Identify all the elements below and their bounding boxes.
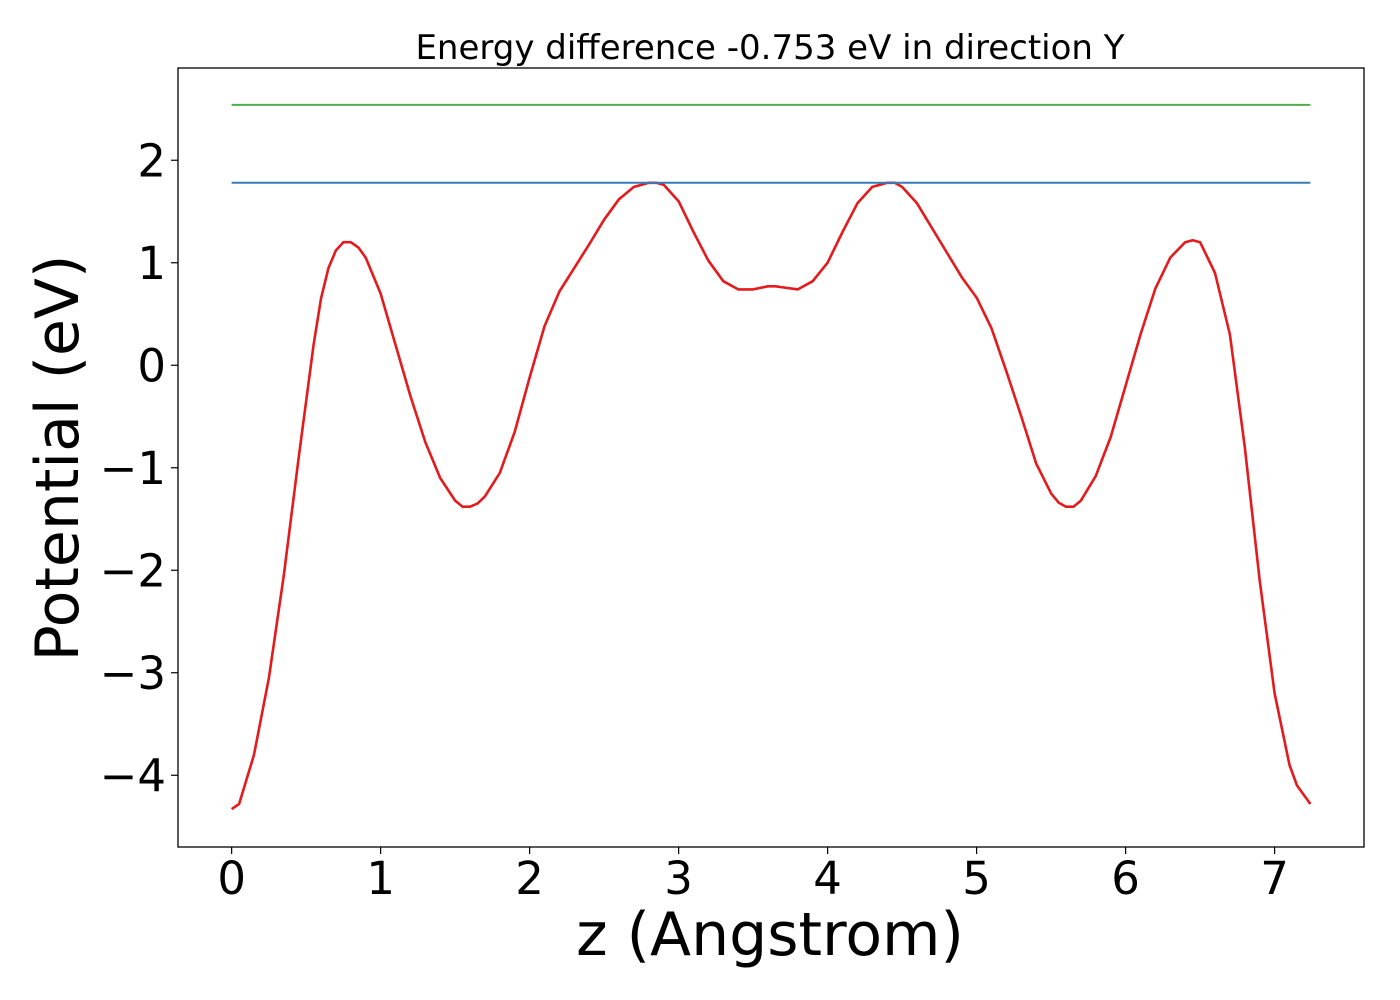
- x-tick-label: 6: [1111, 852, 1140, 905]
- y-tick-label: −1: [100, 442, 166, 495]
- plot-frame: [177, 67, 1365, 848]
- x-tick-label: 3: [664, 852, 693, 905]
- y-tick-label: −3: [100, 647, 166, 700]
- y-tick-label: −2: [100, 544, 166, 597]
- y-axis-label: Potential (eV): [23, 255, 93, 662]
- x-tick-label: 2: [515, 852, 544, 905]
- x-tick-label: 4: [813, 852, 842, 905]
- potential-curve: [230, 181, 1312, 811]
- x-tick-label: 0: [217, 852, 246, 905]
- x-axis-ticks: 0 1 2 3 4 5 6 7: [217, 847, 1289, 905]
- y-tick-label: −4: [100, 749, 166, 802]
- y-tick-label: 2: [137, 134, 166, 187]
- y-axis-ticks: −4 −3 −2 −1 0 1 2: [100, 134, 178, 802]
- x-tick-label: 5: [962, 852, 991, 905]
- x-tick-label: 1: [366, 852, 395, 905]
- x-axis-label: z (Angstrom): [576, 900, 964, 970]
- y-tick-label: 0: [137, 339, 166, 392]
- chart-title: Energy difference -0.753 eV in direction…: [415, 28, 1124, 68]
- x-tick-label: 7: [1260, 852, 1289, 905]
- y-tick-label: 1: [137, 237, 166, 290]
